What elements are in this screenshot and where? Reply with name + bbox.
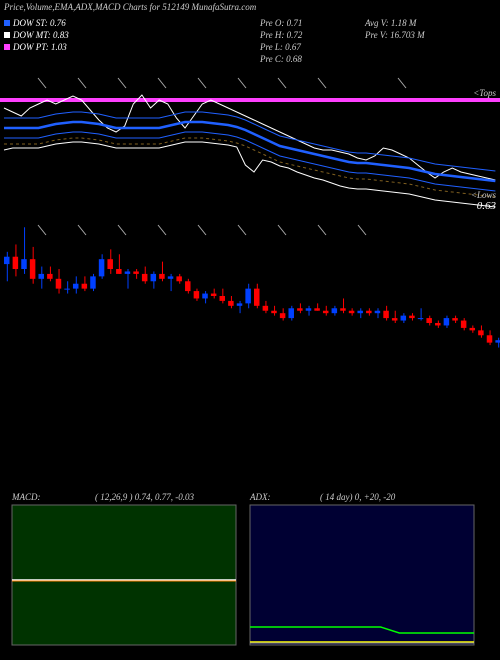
legend-pt: DOW PT: 1.03: [4, 42, 67, 52]
adx-label: ADX:: [250, 492, 271, 502]
legend-st: DOW ST: 0.76: [4, 18, 66, 28]
stat-pre-o: Pre O: 0.71: [260, 18, 302, 28]
stat-avg-v: Avg V: 1.18 M: [365, 18, 416, 28]
legend-st-text: DOW ST: 0.76: [13, 18, 66, 28]
stat-pre-v: Pre V: 16.703 M: [365, 30, 425, 40]
adx-params: ( 14 day) 0, +20, -20: [320, 492, 395, 502]
macd-params: ( 12,26,9 ) 0.74, 0.77, -0.03: [95, 492, 194, 502]
swatch-st: [4, 20, 10, 26]
label-price-right: 0.63: [477, 200, 496, 212]
stat-pre-l: Pre L: 0.67: [260, 42, 301, 52]
macd-label: MACD:: [12, 492, 41, 502]
legend-pt-text: DOW PT: 1.03: [13, 42, 67, 52]
stat-pre-h: Pre H: 0.72: [260, 30, 302, 40]
swatch-pt: [4, 44, 10, 50]
label-tops: <Tops: [473, 88, 496, 98]
chart-canvas: [0, 0, 500, 660]
legend-mt: DOW MT: 0.83: [4, 30, 69, 40]
label-lows: <Lows: [471, 190, 496, 200]
swatch-mt: [4, 32, 10, 38]
chart-title: Price,Volume,EMA,ADX,MACD Charts for 512…: [4, 2, 256, 12]
stat-pre-c: Pre C: 0.68: [260, 54, 302, 64]
legend-mt-text: DOW MT: 0.83: [13, 30, 69, 40]
